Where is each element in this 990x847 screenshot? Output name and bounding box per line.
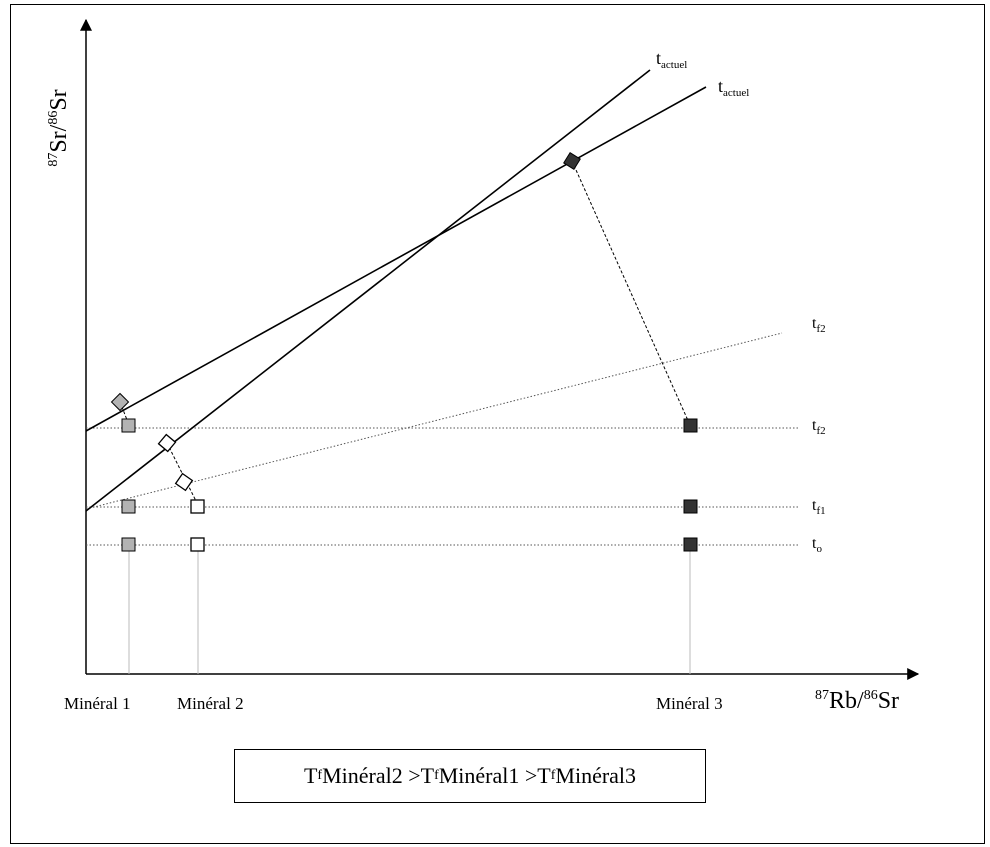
- isochron-actuel-steep: [85, 69, 651, 512]
- mineral-3-point-tf1: [683, 499, 698, 514]
- y-axis-label: 87Sr/86Sr: [46, 89, 72, 166]
- mineral-1-point-tf2: [121, 418, 136, 433]
- mineral-2-point-actuel: [157, 433, 177, 453]
- mineral-3-point-tf2: [683, 418, 698, 433]
- svg-text:87Sr/86Sr: 87Sr/86Sr: [46, 89, 72, 166]
- label-t-actuel-1: tactuel: [656, 48, 687, 71]
- mineral-1-point-actuel: [110, 392, 130, 412]
- mineral-3-label: Minéral 3: [656, 694, 723, 713]
- isochron-actuel-shallow: [85, 86, 707, 432]
- mineral-1-point-to: [121, 537, 136, 552]
- label-to: to: [812, 535, 822, 555]
- mineral-2-point-to: [190, 537, 205, 552]
- label-t-actuel-2: tactuel: [718, 76, 749, 99]
- connector-mineral-2: [166, 442, 199, 506]
- label-tf2-sloped: tf2: [812, 315, 826, 335]
- label-tf2: tf2: [812, 417, 826, 437]
- line-tf2-sloped: [85, 332, 783, 510]
- mineral-2-point-tf1: [190, 499, 205, 514]
- diagram-frame: [10, 4, 985, 844]
- mineral-3-point-to: [683, 537, 698, 552]
- mineral-2-point-tf2: [174, 472, 194, 492]
- mineral-1-point-tf1: [121, 499, 136, 514]
- x-axis-label: 87Rb/86Sr: [815, 688, 899, 714]
- label-tf1: tf1: [812, 497, 826, 517]
- mineral-3-point-actuel: [563, 152, 581, 170]
- connector-mineral-3: [571, 160, 691, 426]
- mineral-1-label: Minéral 1: [64, 694, 131, 713]
- mineral-2-label: Minéral 2: [177, 694, 244, 713]
